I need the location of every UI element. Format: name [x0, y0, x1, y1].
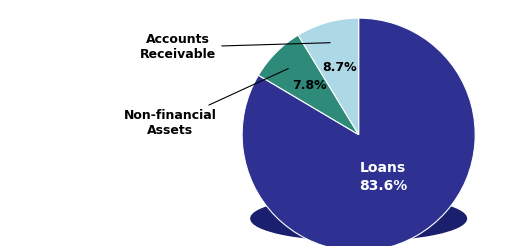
Wedge shape	[242, 18, 475, 246]
Text: Accounts
Receivable: Accounts Receivable	[140, 33, 330, 61]
Text: Non-financial
Assets: Non-financial Assets	[123, 69, 288, 137]
Ellipse shape	[251, 196, 466, 241]
Wedge shape	[259, 35, 359, 135]
Text: 8.7%: 8.7%	[323, 61, 357, 74]
Text: 83.6%: 83.6%	[359, 180, 407, 194]
Text: Loans: Loans	[360, 161, 406, 175]
Text: 7.8%: 7.8%	[292, 79, 326, 92]
Wedge shape	[298, 18, 359, 135]
